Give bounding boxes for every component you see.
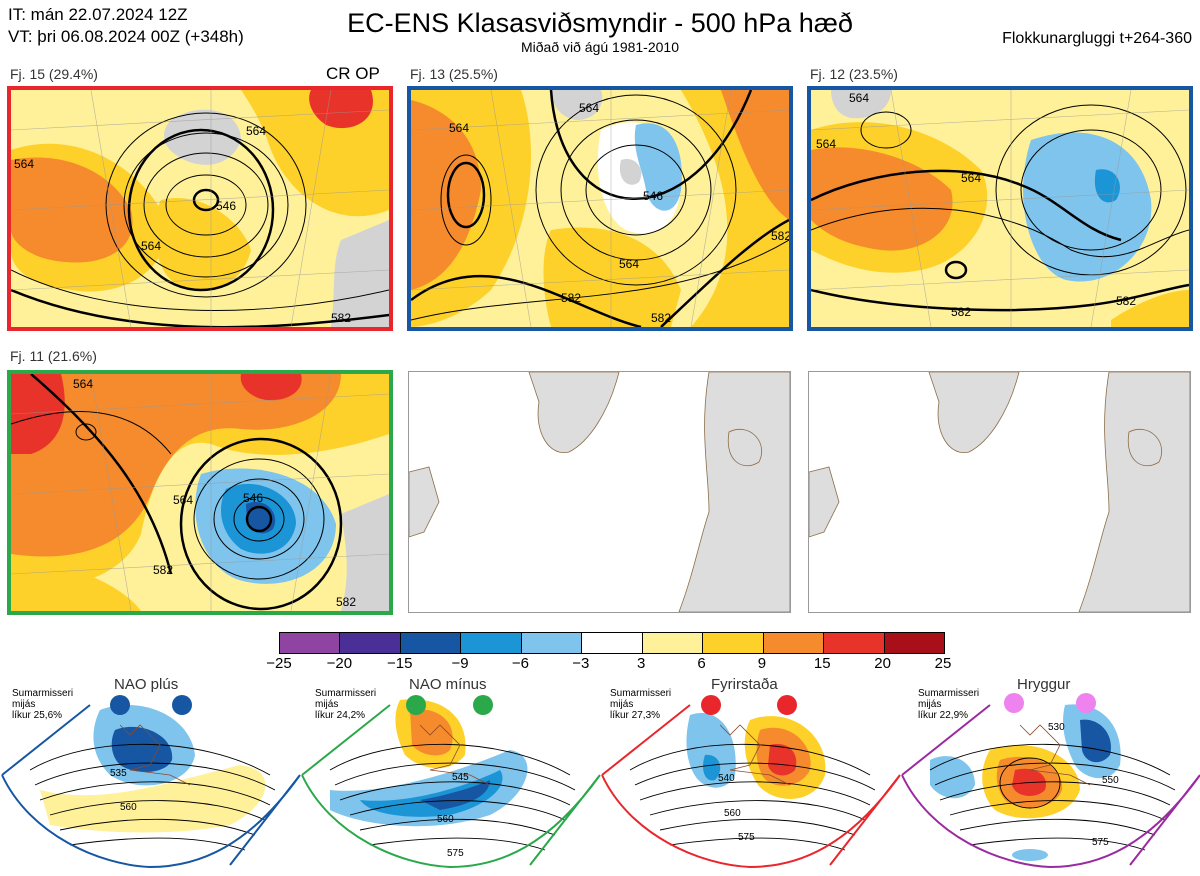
colorbar-tick-label: 6 — [697, 655, 706, 672]
contour-label: 582 — [771, 229, 789, 243]
colorbar-swatch — [399, 633, 461, 653]
regime-contour: 560 — [120, 802, 137, 813]
contour-label: 564 — [73, 377, 93, 391]
colorbar-tick-label: 9 — [757, 655, 767, 672]
cluster-label-4: Fj. 11 (21.6%) — [10, 348, 97, 364]
contour-label: 582 — [153, 563, 173, 577]
cluster-label-3: Fj. 12 (23.5%) — [810, 66, 898, 82]
regime-map-4 — [901, 693, 1200, 873]
contour-label: 564 — [961, 171, 981, 185]
clustering-window: Flokkunargluggi t+264-360 — [1002, 30, 1192, 47]
colorbar-tick-label: −6 — [511, 655, 529, 672]
regime-contour: 535 — [110, 768, 127, 779]
regime-contour: 575 — [1092, 837, 1109, 848]
regime-contour: 575 — [447, 848, 464, 859]
regime-map-1 — [1, 695, 301, 873]
regime-contour: 530 — [1048, 722, 1065, 733]
contour-label: 564 — [449, 121, 469, 135]
contour-label: 564 — [579, 101, 599, 115]
regime-row — [0, 675, 1200, 873]
colorbar-tick-label: 15 — [813, 655, 831, 672]
control-op-tag: CR OP — [326, 64, 380, 83]
empty-map-2 — [808, 371, 1191, 613]
colorbar-tick-label: −15 — [386, 655, 413, 672]
regime-map-3 — [601, 695, 901, 873]
contour-label: 546 — [643, 189, 663, 203]
regime-contour: 560 — [724, 808, 741, 819]
regime-title-3: Fyrirstaða — [711, 676, 778, 693]
cluster-label-1: Fj. 15 (29.4%) — [10, 66, 98, 82]
colorbar-tick-label: −9 — [451, 655, 469, 672]
contour-label: 564 — [14, 157, 34, 171]
regime-contour: 560 — [437, 814, 454, 825]
regime-contour: 545 — [452, 772, 469, 783]
contour-label: 564 — [246, 124, 266, 138]
contour-label: 546 — [216, 199, 236, 213]
colorbar — [279, 632, 945, 654]
colorbar-tick-label: 25 — [934, 655, 952, 672]
header-info: IT: mán 22.07.2024 12Z VT: þri 06.08.202… — [8, 4, 244, 48]
regime-note-4: Sumarmisseri mijás líkur 22,9% — [918, 688, 980, 721]
colorbar-swatch — [762, 633, 824, 653]
contour-label: 564 — [141, 239, 161, 253]
colorbar-swatch — [339, 633, 400, 653]
colorbar-swatch — [460, 633, 521, 653]
colorbar-swatch — [883, 633, 944, 653]
regime-note-1: Sumarmisseri mijás líkur 25,6% — [12, 688, 74, 721]
contour-label: 564 — [816, 137, 836, 151]
colorbar-swatch — [702, 633, 763, 653]
contour-label: 564 — [849, 91, 869, 105]
cluster-map-1: 564 546 564 564 582 — [7, 86, 393, 331]
colorbar-swatch — [280, 633, 340, 653]
regime-title-4: Hryggur — [1017, 676, 1071, 693]
cluster-map-2: 564 564 546 564 582 582 582 — [407, 86, 793, 331]
colorbar-tick-label: −3 — [572, 655, 590, 672]
contour-label: 564 — [619, 257, 639, 271]
colorbar-tick-label: −25 — [266, 655, 292, 672]
regime-title-1: NAO plús — [114, 676, 179, 693]
colorbar-tick-label: 3 — [637, 655, 646, 672]
colorbar-swatch — [520, 633, 582, 653]
cluster-map-4: 564 546 564 582 582 — [7, 370, 393, 615]
colorbar-swatch — [823, 633, 884, 653]
colorbar-ticks: −25 −20 −15 −9 −6 −3 3 6 9 15 20 25 — [259, 655, 963, 675]
contour-label: 546 — [243, 491, 263, 505]
colorbar-tick-label: −20 — [326, 655, 353, 672]
contour-label: 582 — [951, 305, 971, 319]
contour-label: 582 — [1116, 294, 1136, 308]
valid-time: VT: þri 06.08.2024 00Z (+348h) — [8, 27, 244, 46]
colorbar-swatch — [641, 633, 703, 653]
contour-label: 582 — [336, 595, 356, 609]
empty-map-1 — [408, 371, 791, 613]
regime-note-2: Sumarmisseri mijás líkur 24,2% — [315, 688, 377, 721]
regime-contour: 550 — [1102, 775, 1119, 786]
colorbar-tick-label: 20 — [874, 655, 891, 672]
contour-label: 582 — [561, 291, 581, 305]
regime-note-3: Sumarmisseri mijás líkur 27,3% — [610, 688, 672, 721]
colorbar-swatch — [581, 633, 642, 653]
cluster-map-3: 564 564 564 582 582 — [807, 86, 1193, 331]
contour-label: 582 — [651, 311, 671, 325]
init-time: IT: mán 22.07.2024 12Z — [8, 5, 188, 24]
contour-label: 564 — [173, 493, 193, 507]
regime-map-2 — [301, 695, 601, 873]
regime-contour: 575 — [738, 832, 755, 843]
page-title: EC-ENS Klasasviðsmyndir - 500 hPa hæð — [347, 8, 853, 38]
regime-contour: 540 — [718, 773, 735, 784]
cluster-label-2: Fj. 13 (25.5%) — [410, 66, 498, 82]
regime-title-2: NAO mínus — [409, 676, 487, 693]
contour-label: 582 — [331, 311, 351, 325]
page-subtitle: Miðað við ágú 1981-2010 — [520, 39, 679, 55]
